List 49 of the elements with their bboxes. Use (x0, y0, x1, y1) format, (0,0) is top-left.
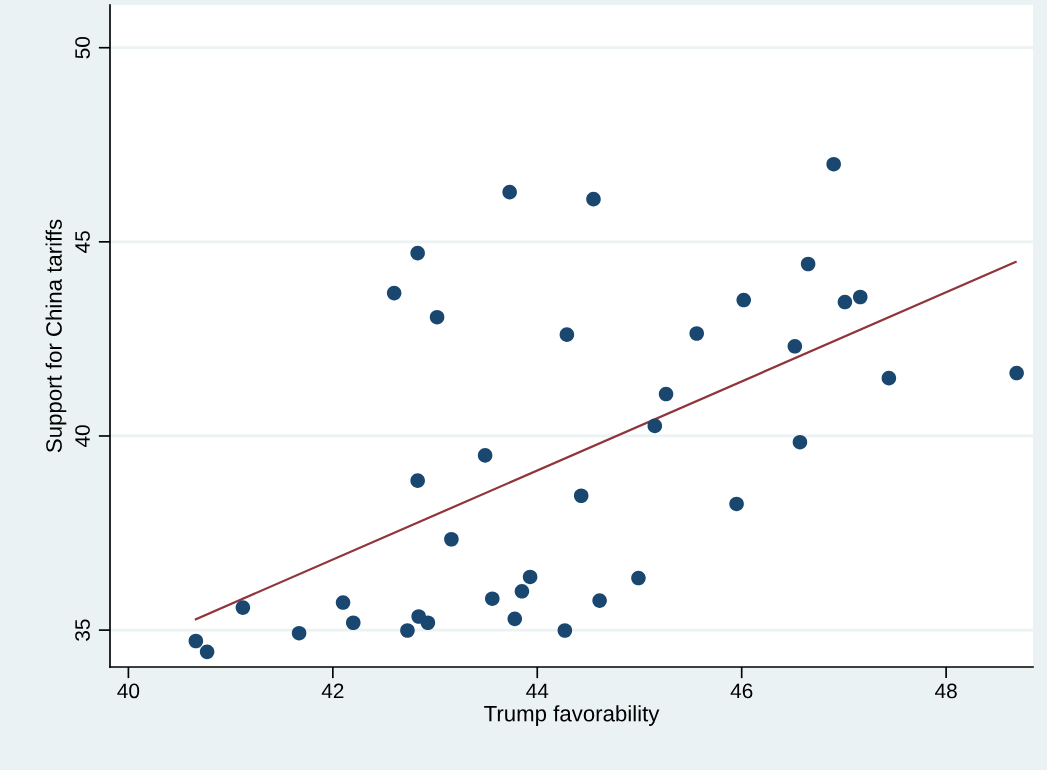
point (689, 326, 704, 341)
point (514, 584, 530, 599)
point (1009, 365, 1024, 381)
x-tick-label: 46 (730, 683, 753, 699)
x-tick-label: 44 (526, 683, 549, 699)
y-tick-label: 45 (75, 231, 90, 253)
point (631, 570, 646, 586)
point (235, 600, 251, 615)
point (199, 644, 215, 660)
y-tick-label: 50 (75, 36, 90, 59)
point (729, 496, 744, 512)
point (881, 370, 897, 386)
x-tick-label: 42 (321, 683, 344, 699)
point (559, 327, 575, 342)
x-axis-title: Trump favorability (484, 705, 660, 726)
point (291, 625, 307, 641)
point (507, 611, 523, 627)
point (386, 285, 402, 301)
x-tick-label: 48 (935, 683, 957, 699)
y-tick-label: 35 (75, 619, 90, 641)
point (592, 593, 607, 608)
point (522, 569, 538, 585)
point (429, 309, 445, 325)
point (444, 531, 459, 547)
point (586, 191, 601, 207)
point (573, 488, 589, 504)
point (658, 386, 674, 402)
point (335, 595, 351, 610)
point (485, 591, 500, 606)
point (787, 339, 803, 354)
point (647, 418, 663, 434)
point (188, 633, 204, 649)
y-axis-title: Support for China tariffs (45, 219, 67, 453)
point (837, 294, 853, 310)
point (502, 184, 517, 200)
point (792, 434, 808, 450)
point (410, 473, 425, 488)
point (477, 448, 493, 463)
point (852, 289, 868, 305)
point (420, 615, 436, 631)
x-tick-label: 40 (117, 683, 140, 699)
point (800, 256, 816, 272)
point (557, 623, 573, 638)
point (345, 615, 361, 631)
point (410, 245, 425, 261)
point (736, 292, 752, 308)
point (400, 623, 415, 638)
y-tick-label: 40 (75, 425, 90, 448)
point (826, 156, 841, 172)
